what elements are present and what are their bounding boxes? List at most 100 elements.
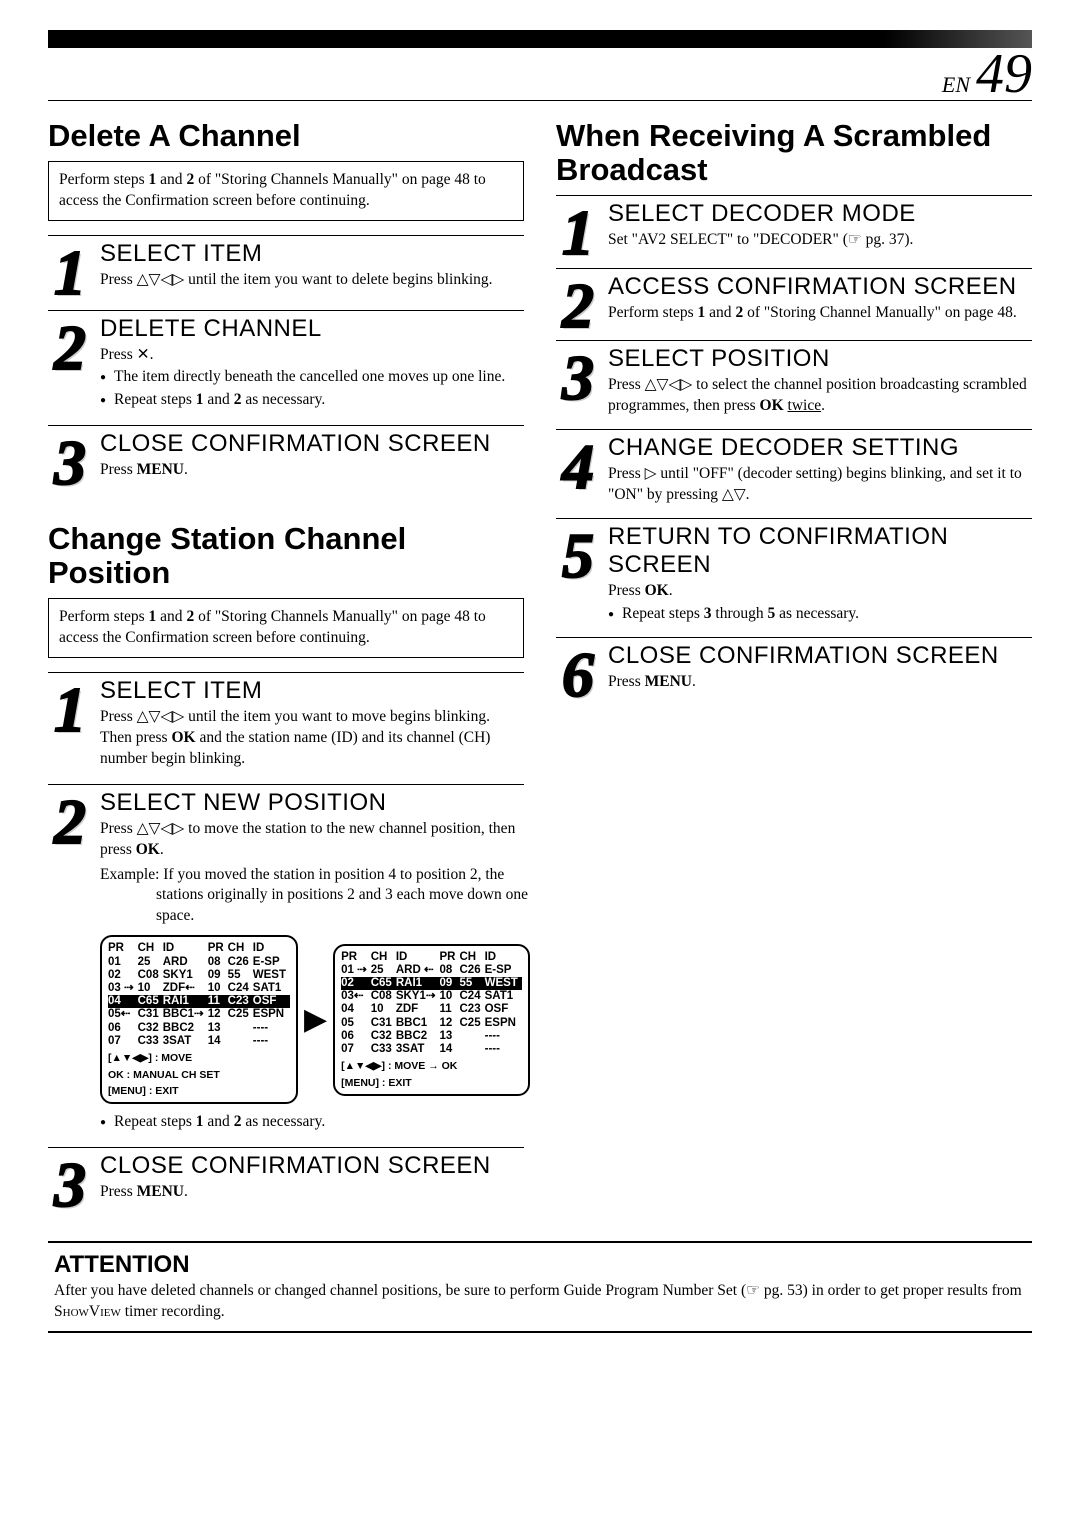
t: . bbox=[160, 841, 164, 858]
title-delete-channel: Delete A Channel bbox=[48, 119, 524, 153]
step-title: SELECT POSITION bbox=[608, 345, 1032, 373]
t: of "Storing Channel Manually" on page 48… bbox=[743, 304, 1017, 321]
step-title: SELECT ITEM bbox=[100, 677, 524, 705]
t: as necessary. bbox=[775, 605, 859, 622]
t: Perform steps bbox=[59, 171, 149, 188]
step-num: 4 bbox=[556, 438, 600, 496]
t: OK bbox=[171, 729, 195, 746]
r-step-1: 1 SELECT DECODER MODE Set "AV2 SELECT" t… bbox=[556, 195, 1032, 262]
channel-table-after: PRCHIDPRCHID01 ⇢25ARD ⇠08C26E-SP02C65RAI… bbox=[333, 944, 530, 1096]
t: ShowView bbox=[54, 1303, 121, 1320]
right-column: When Receiving A Scrambled Broadcast 1 S… bbox=[556, 109, 1032, 1213]
attention-title: ATTENTION bbox=[54, 1251, 1026, 1279]
step-num: 3 bbox=[48, 434, 92, 492]
step-title: DELETE CHANNEL bbox=[100, 315, 524, 343]
left-column: Delete A Channel Perform steps 1 and 2 o… bbox=[48, 109, 524, 1213]
t: and bbox=[705, 304, 735, 321]
page-number: 49 bbox=[976, 52, 1032, 97]
page-header: EN 49 bbox=[48, 52, 1032, 101]
step-num: 2 bbox=[48, 319, 92, 377]
li: The item directly beneath the cancelled … bbox=[100, 367, 524, 388]
example: Example: If you moved the station in pos… bbox=[100, 865, 530, 928]
t: Repeat steps bbox=[114, 1113, 196, 1130]
step-num: 1 bbox=[48, 244, 92, 302]
title-scrambled: When Receiving A Scrambled Broadcast bbox=[556, 119, 1032, 187]
t: twice bbox=[788, 397, 822, 414]
attention-box: ATTENTION After you have deleted channel… bbox=[48, 1241, 1032, 1333]
page-lang: EN bbox=[942, 72, 970, 98]
t: as necessary. bbox=[241, 1113, 325, 1130]
li: Repeat steps 1 and 2 as necessary. bbox=[100, 1112, 530, 1133]
step-num: 1 bbox=[48, 681, 92, 739]
step-text: Press △▽◁▷ until the item you want to de… bbox=[100, 270, 524, 291]
pos-step-3: 3 CLOSE CONFIRMATION SCREEN Press MENU. bbox=[48, 1147, 524, 1214]
step-title: CLOSE CONFIRMATION SCREEN bbox=[100, 1152, 524, 1180]
t: . bbox=[669, 582, 673, 599]
t: OK bbox=[645, 582, 669, 599]
t: Set "AV2 SELECT" to "DECODER" (☞ pg. 37)… bbox=[608, 230, 1032, 251]
t: 3 bbox=[704, 605, 712, 622]
step-num: 6 bbox=[556, 646, 600, 704]
step-num: 3 bbox=[556, 349, 600, 407]
step-title: SELECT ITEM bbox=[100, 240, 524, 268]
t: 1 bbox=[196, 391, 204, 408]
t: Perform steps bbox=[608, 304, 698, 321]
step-num: 2 bbox=[48, 793, 92, 851]
t: Repeat steps bbox=[114, 391, 196, 408]
t: . bbox=[184, 461, 188, 478]
prelim-change: Perform steps 1 and 2 of "Storing Channe… bbox=[48, 598, 524, 658]
step-title: CLOSE CONFIRMATION SCREEN bbox=[100, 430, 524, 458]
t: Perform steps bbox=[59, 608, 149, 625]
t: and bbox=[156, 608, 186, 625]
arrow-icon: ▶ bbox=[304, 1002, 327, 1037]
step-2: 2 DELETE CHANNEL Press ✕. The item direc… bbox=[48, 310, 524, 418]
r-step-2: 2 ACCESS CONFIRMATION SCREEN Perform ste… bbox=[556, 268, 1032, 335]
t: and bbox=[204, 1113, 234, 1130]
step-title: CHANGE DECODER SETTING bbox=[608, 434, 1032, 462]
channel-tables: PRCHIDPRCHID0125ARD08C26E-SP02C08SKY1095… bbox=[100, 935, 530, 1104]
pos-step-1: 1 SELECT ITEM Press △▽◁▷ until the item … bbox=[48, 672, 524, 776]
t: MENU bbox=[137, 461, 184, 478]
step-1: 1 SELECT ITEM Press △▽◁▷ until the item … bbox=[48, 235, 524, 302]
channel-table-before: PRCHIDPRCHID0125ARD08C26E-SP02C08SKY1095… bbox=[100, 935, 298, 1104]
t: as necessary. bbox=[241, 391, 325, 408]
t: . bbox=[821, 397, 825, 414]
t: Press bbox=[100, 461, 137, 478]
t: Press ▷ until "OFF" (decoder setting) be… bbox=[608, 464, 1032, 506]
li: Repeat steps 1 and 2 as necessary. bbox=[100, 390, 524, 411]
step-num: 5 bbox=[556, 527, 600, 585]
r-step-4: 4 CHANGE DECODER SETTING Press ▷ until "… bbox=[556, 429, 1032, 512]
step-num: 3 bbox=[48, 1156, 92, 1214]
t: Example: If you moved the station in pos… bbox=[100, 866, 528, 925]
t: OK bbox=[136, 841, 160, 858]
t: Press bbox=[608, 582, 645, 599]
t: MENU bbox=[137, 1183, 184, 1200]
li: Repeat steps 3 through 5 as necessary. bbox=[608, 604, 1032, 625]
t: MENU bbox=[645, 673, 692, 690]
step-num: 2 bbox=[556, 277, 600, 335]
t: . bbox=[692, 673, 696, 690]
step-title: ACCESS CONFIRMATION SCREEN bbox=[608, 273, 1032, 301]
r-step-5: 5 RETURN TO CONFIRMATION SCREEN Press OK… bbox=[556, 518, 1032, 631]
step-title: RETURN TO CONFIRMATION SCREEN bbox=[608, 523, 1032, 579]
top-bar bbox=[48, 30, 1032, 48]
t: OK bbox=[760, 397, 784, 414]
t: 1 bbox=[196, 1113, 204, 1130]
r-step-3: 3 SELECT POSITION Press △▽◁▷ to select t… bbox=[556, 340, 1032, 423]
t: Press ✕. bbox=[100, 346, 153, 363]
t: After you have deleted channels or chang… bbox=[54, 1282, 1022, 1299]
t: Press bbox=[608, 673, 645, 690]
step-num: 1 bbox=[556, 204, 600, 262]
title-change-position: Change Station Channel Position bbox=[48, 522, 524, 590]
step-title: SELECT DECODER MODE bbox=[608, 200, 1032, 228]
step-3: 3 CLOSE CONFIRMATION SCREEN Press MENU. bbox=[48, 425, 524, 492]
t: and bbox=[156, 171, 186, 188]
t: Repeat steps bbox=[622, 605, 704, 622]
t: through bbox=[712, 605, 768, 622]
t: and bbox=[204, 391, 234, 408]
prelim-delete: Perform steps 1 and 2 of "Storing Channe… bbox=[48, 161, 524, 221]
pos-step-2: 2 SELECT NEW POSITION Press △▽◁▷ to move… bbox=[48, 784, 524, 1139]
r-step-6: 6 CLOSE CONFIRMATION SCREEN Press MENU. bbox=[556, 637, 1032, 704]
t: timer recording. bbox=[121, 1303, 225, 1320]
step-title: SELECT NEW POSITION bbox=[100, 789, 530, 817]
